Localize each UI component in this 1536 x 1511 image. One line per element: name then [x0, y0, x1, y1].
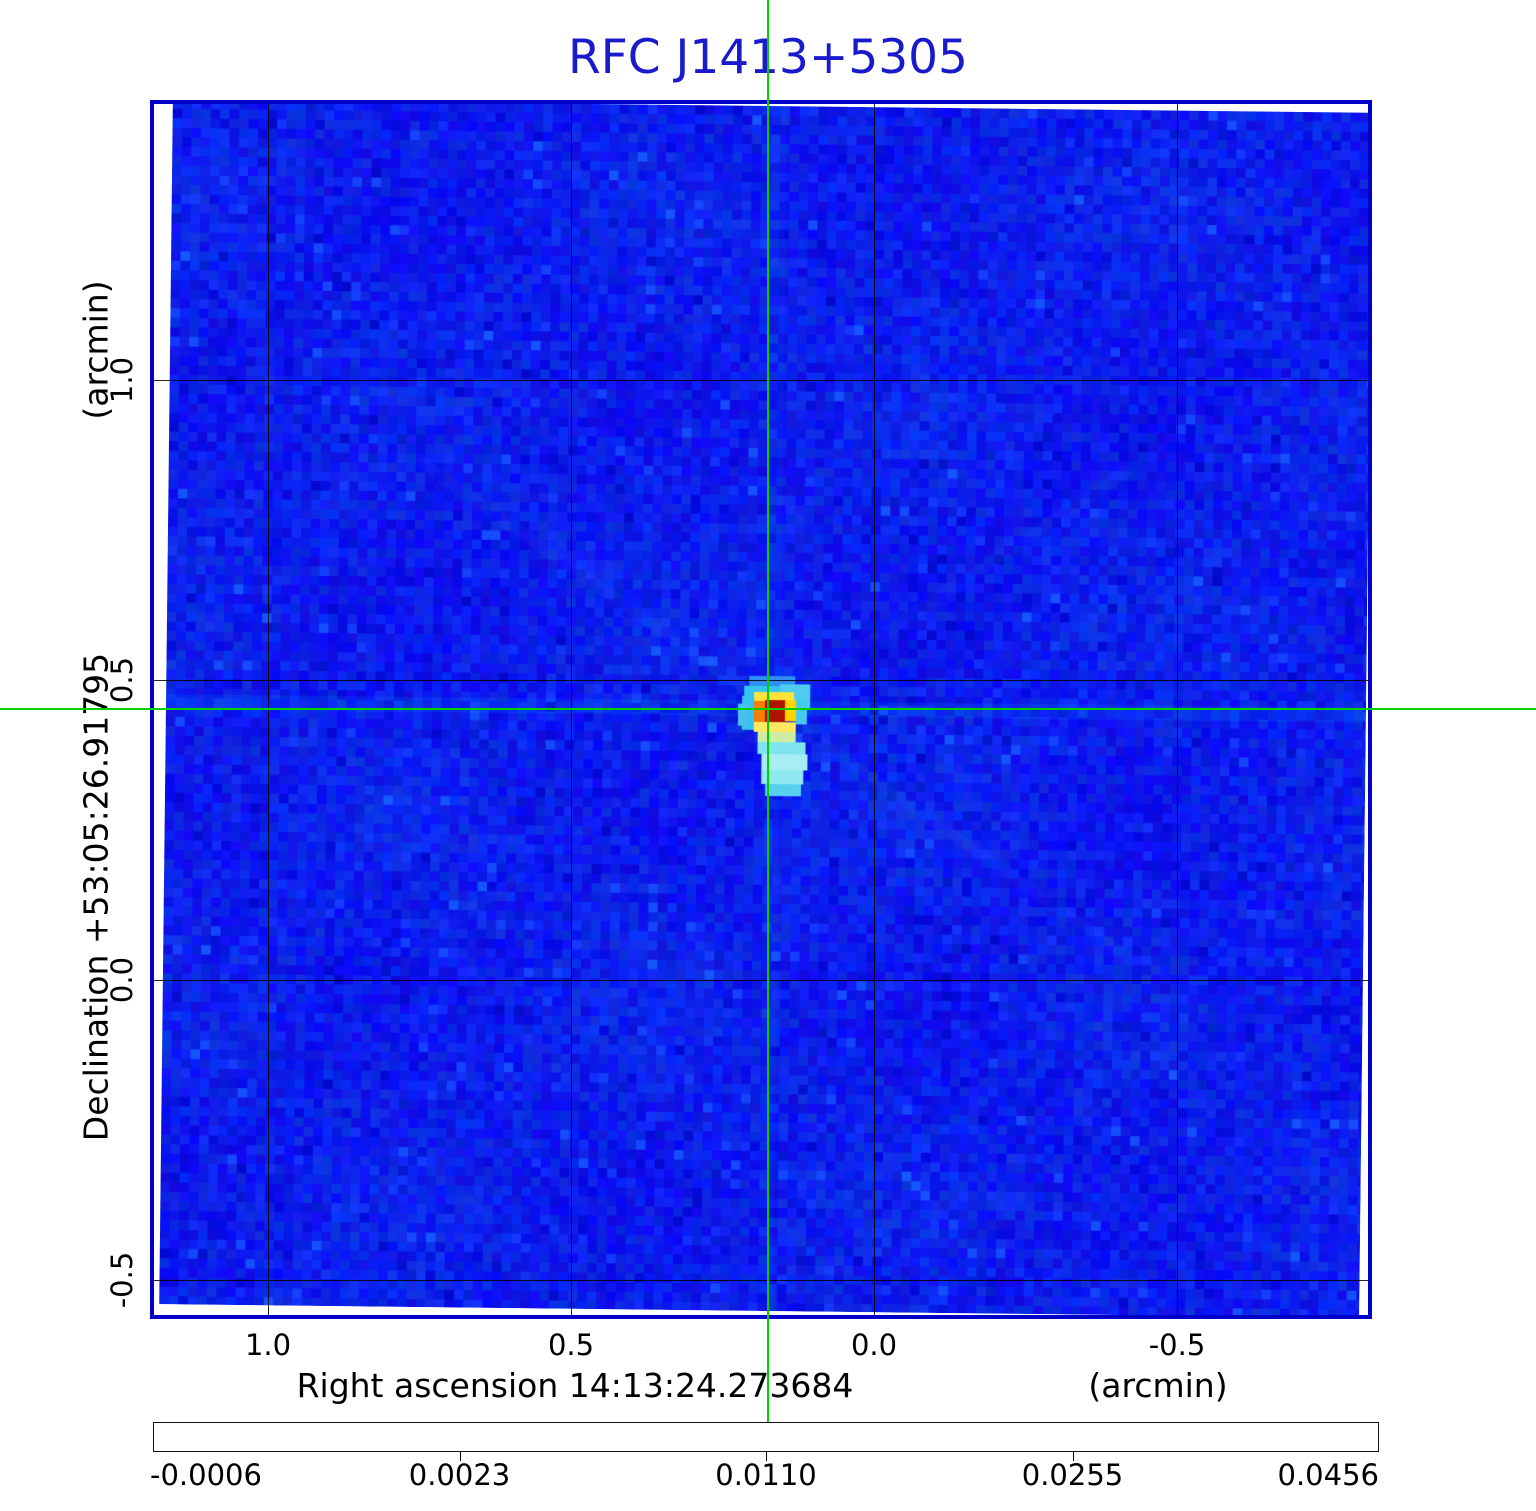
colorbar-label-0.0023: 0.0023 [408, 1458, 511, 1492]
colorbar-label-0.0456: 0.0456 [1277, 1458, 1379, 1492]
y-tick-label-0.5: 0.5 [105, 656, 139, 704]
crosshair-horizontal-line [0, 708, 1536, 710]
x-tick-label-0.0: 0.0 [850, 1328, 898, 1362]
x-tick-label-0.5: 0.5 [547, 1328, 595, 1362]
gridline-dec-0.5 [154, 680, 1368, 681]
colorbar-label-0.0110: 0.0110 [715, 1458, 817, 1492]
colorbar-tick-0.0110 [766, 1452, 767, 1461]
crosshair-vertical-line [767, 0, 769, 1422]
colorbar [153, 1422, 1379, 1452]
y-tick-label--0.5: -0.5 [105, 1251, 139, 1309]
x-tick-label-1.0: 1.0 [244, 1328, 292, 1362]
gridline-dec--0.5 [154, 1280, 1368, 1281]
y-tick-label-0.0: 0.0 [105, 956, 139, 1004]
y-tick-label-1.0: 1.0 [105, 356, 139, 404]
gridline-dec-1 [154, 380, 1368, 381]
colorbar-tick-0.0023 [459, 1452, 461, 1461]
x-axis-unit-label: (arcmin) [1088, 1366, 1228, 1405]
gridline-dec-0 [154, 980, 1368, 981]
colorbar-label-0.0255: 0.0255 [1021, 1458, 1124, 1492]
colorbar-tick-0.0255 [1072, 1452, 1074, 1461]
x-tick-label--0.5: -0.5 [1148, 1328, 1206, 1362]
y-axis-title: Declination +53:05:26.91795 [76, 652, 116, 1142]
colorbar-label--0.0006: -0.0006 [150, 1458, 262, 1492]
x-axis-title: Right ascension 14:13:24.273684 [296, 1366, 854, 1405]
